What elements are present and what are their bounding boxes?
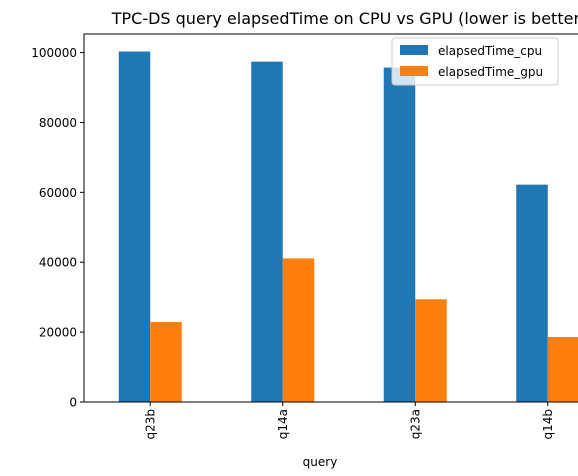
bar-elapsedTime_gpu-q14a <box>282 258 315 402</box>
chart-title: TPC-DS query elapsedTime on CPU vs GPU (… <box>111 9 578 28</box>
bar-elapsedTime_gpu-q23b <box>150 321 182 402</box>
y-tick-label: 20000 <box>39 326 77 340</box>
legend: elapsedTime_cpu elapsedTime_gpu <box>391 37 559 86</box>
y-tick-label: 60000 <box>39 186 77 200</box>
y-tick-label: 100000 <box>31 46 77 60</box>
y-axis: 0 20000 40000 60000 80000 100000 <box>31 46 84 410</box>
bar-elapsedTime_cpu-q23a <box>383 67 416 402</box>
x-axis-label: query <box>303 455 338 469</box>
x-tick-label-q14b: q14b <box>541 409 555 440</box>
plot-area <box>83 33 578 403</box>
legend-swatch-gpu <box>400 66 428 76</box>
legend-box <box>391 37 559 86</box>
x-tick-label-q23a: q23a <box>408 409 422 439</box>
x-tick-label-q14a: q14a <box>276 409 290 439</box>
bar-elapsedTime_cpu-q14b <box>516 184 548 402</box>
x-tick-label-q23b: q23b <box>143 409 157 440</box>
x-axis: q23b q14a q23a q14b <box>143 402 555 440</box>
bars-layer <box>118 51 578 403</box>
bar-elapsedTime_gpu-q23a <box>415 299 447 402</box>
bar-elapsedTime_cpu-q23b <box>118 51 151 403</box>
legend-label-cpu: elapsedTime_cpu <box>438 44 542 58</box>
y-tick-label: 0 <box>69 396 77 410</box>
plot-frame <box>83 33 578 403</box>
bar-elapsedTime_gpu-q14b <box>547 337 578 402</box>
y-tick-label: 40000 <box>39 256 77 270</box>
legend-label-gpu: elapsedTime_gpu <box>438 65 543 79</box>
bar-elapsedTime_cpu-q14a <box>251 61 283 402</box>
legend-swatch-cpu <box>400 45 428 55</box>
y-tick-label: 80000 <box>39 116 77 130</box>
